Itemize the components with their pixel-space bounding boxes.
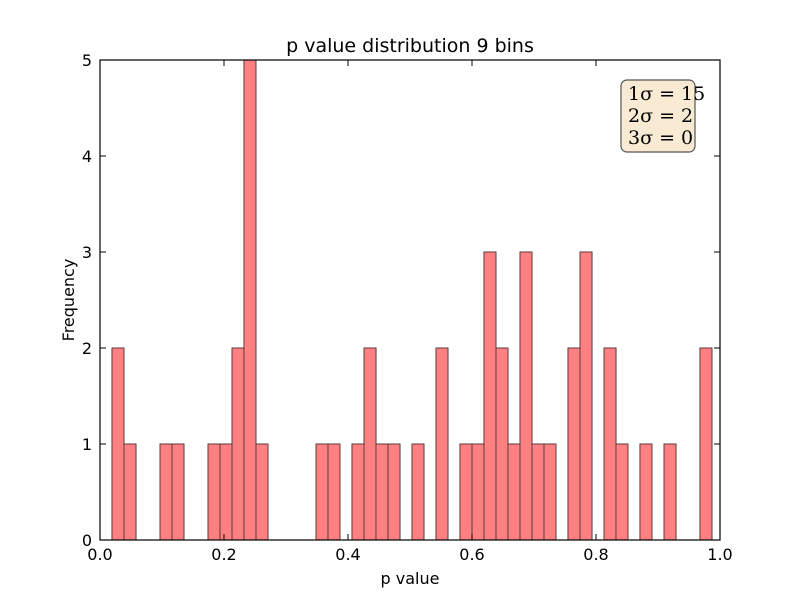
bars-group	[111, 59, 713, 541]
sigma-annotation-box: 1σ = 15 2σ = 2 3σ = 0	[620, 79, 705, 153]
x-tick-label-4: 0.8	[583, 545, 608, 564]
x-axis-ticks: 0.0 0.2 0.4 0.6 0.8 1.0	[87, 60, 733, 564]
annotation-line-2: 2σ = 2	[628, 105, 693, 127]
histogram-bar-11	[351, 443, 365, 541]
histogram-bar-1	[123, 443, 137, 541]
histogram-bar-26	[579, 251, 593, 541]
histogram-bar-12	[363, 347, 377, 541]
histogram-bar-23	[531, 443, 545, 541]
histogram-bar-29	[639, 443, 653, 541]
y-tick-label-5: 5	[82, 51, 92, 70]
chart-title: p value distribution 9 bins	[286, 35, 534, 57]
histogram-bar-18	[471, 443, 485, 541]
x-axis-label: p value	[381, 569, 440, 588]
histogram-bar-20	[495, 347, 509, 541]
annotation-line-1: 1σ = 15	[628, 83, 705, 105]
histogram-bar-4	[207, 443, 221, 541]
histogram-bar-30	[663, 443, 677, 541]
histogram-bar-31	[699, 347, 713, 541]
histogram-bar-10	[327, 443, 341, 541]
histogram-bar-5	[219, 443, 233, 541]
histogram-bar-9	[315, 443, 329, 541]
y-tick-label-0: 0	[82, 531, 92, 550]
histogram-bar-17	[459, 443, 473, 541]
histogram-bar-19	[483, 251, 497, 541]
histogram-bar-22	[519, 251, 533, 541]
y-tick-label-2: 2	[82, 339, 92, 358]
y-axis-ticks: 0 1 2 3 4 5	[82, 51, 720, 550]
histogram-bar-27	[603, 347, 617, 541]
x-tick-label-2: 0.4	[335, 545, 360, 564]
histogram-bar-16	[435, 347, 449, 541]
x-tick-label-5: 1.0	[707, 545, 732, 564]
histogram-bar-8	[255, 443, 269, 541]
x-tick-label-0: 0.0	[87, 545, 112, 564]
plot-frame	[99, 59, 721, 541]
annotation-line-3: 3σ = 0	[628, 127, 693, 149]
histogram-bar-24	[543, 443, 557, 541]
y-axis-label: Frequency	[59, 259, 78, 342]
histogram-bar-21	[507, 443, 521, 541]
histogram-bar-15	[411, 443, 425, 541]
histogram-bar-25	[567, 347, 581, 541]
x-tick-label-1: 0.2	[211, 545, 236, 564]
y-tick-label-1: 1	[82, 435, 92, 454]
histogram-bar-13	[375, 443, 389, 541]
y-tick-label-4: 4	[82, 147, 92, 166]
histogram-bar-3	[171, 443, 185, 541]
x-tick-label-3: 0.6	[459, 545, 484, 564]
annotation-box	[620, 79, 696, 153]
histogram-bar-7	[243, 59, 257, 541]
histogram-bar-6	[231, 347, 245, 541]
histogram-bar-2	[159, 443, 173, 541]
histogram-bar-0	[111, 347, 125, 541]
y-tick-label-3: 3	[82, 243, 92, 262]
histogram-bar-14	[387, 443, 401, 541]
histogram-bar-28	[615, 443, 629, 541]
